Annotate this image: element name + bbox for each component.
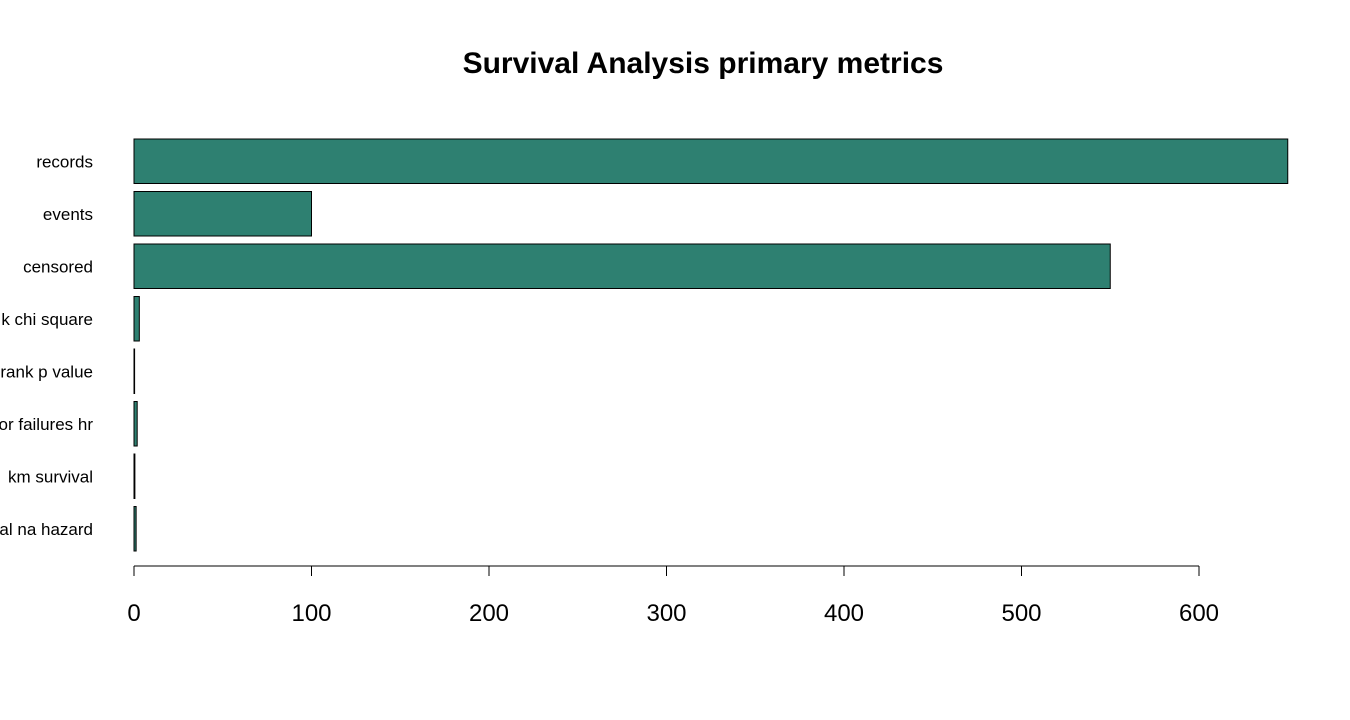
bar-censored: [133, 243, 1111, 289]
category-label-events: events: [43, 205, 93, 224]
category-label-motor-failures-hr: or failures hr: [0, 415, 93, 434]
category-label-cumulative-final-na-hazard: al na hazard: [0, 520, 93, 539]
x-tick-label-400: 400: [824, 600, 864, 627]
x-tick-label-500: 500: [1001, 600, 1041, 627]
bars-layer: [133, 138, 1289, 552]
category-labels: records events censored k chi square rank p …: [0, 152, 93, 539]
bar-log-rank-chi-square: [133, 296, 140, 342]
bar-motor-failures-hr: [133, 401, 138, 447]
category-label-records: records: [36, 152, 93, 171]
bar-cumulative-final-na-hazard: [133, 506, 137, 552]
bar-median-km-survival: [133, 453, 136, 499]
bar-events: [133, 191, 312, 237]
category-label-median-km-survival: km survival: [8, 467, 93, 486]
x-tick-label-300: 300: [646, 600, 686, 627]
x-tick-label-200: 200: [469, 600, 509, 627]
bar-records: [133, 138, 1289, 184]
x-tick-label-600: 600: [1179, 600, 1219, 627]
chart-title: Survival Analysis primary metrics: [463, 47, 944, 80]
x-tick-label-0: 0: [127, 600, 140, 627]
x-axis: 0 100 200 300 400 500 600: [127, 565, 1219, 627]
category-label-log-rank-chi-square: k chi square: [1, 310, 93, 329]
category-label-censored: censored: [23, 257, 93, 276]
x-tick-label-100: 100: [291, 600, 331, 627]
category-label-log-rank-p-value: rank p value: [0, 362, 93, 381]
bar-log-rank-p-value: [133, 348, 136, 394]
